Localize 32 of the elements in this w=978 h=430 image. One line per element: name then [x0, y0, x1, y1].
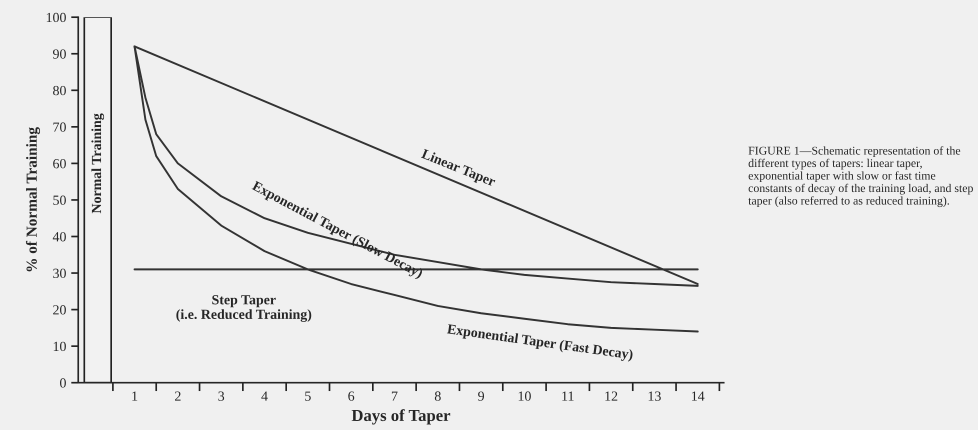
y-tick-label: 0 [60, 378, 66, 388]
y-tick-label: 90 [52, 49, 66, 59]
x-tick-label: 10 [518, 391, 531, 401]
y-tick-label: 10 [54, 342, 66, 352]
y-tick-label: 20 [53, 305, 66, 315]
text: Linear Taper [420, 148, 496, 190]
x-tick-label: 9 [478, 391, 484, 401]
y-tick-label: 30 [53, 268, 66, 278]
text: Exponential Taper (Fast Decay) [446, 324, 634, 362]
x-tick-label: 8 [434, 391, 441, 401]
x-tick-label: 1 [132, 392, 138, 401]
x-tick-label: 13 [648, 391, 661, 401]
y-tick-label: 60 [53, 158, 66, 168]
series-label: Step Taper (i.e. Reduced Training) [176, 295, 312, 322]
x-tick-label: 3 [218, 391, 224, 401]
y-tick-label: 80 [53, 86, 66, 96]
x-tick-label: 7 [392, 392, 398, 401]
x-tick-label: 4 [261, 392, 268, 401]
y-tick-label: 40 [52, 232, 66, 242]
x-tick-label: 11 [562, 392, 574, 401]
x-tick-label: 2 [175, 391, 181, 401]
x-tick-label: 12 [605, 391, 618, 401]
x-tick-label: 6 [348, 391, 354, 401]
x-tick-label: 14 [692, 392, 704, 401]
y-tick-label: 70 [53, 122, 66, 132]
y-axis-title: % of Normal Training [26, 127, 40, 272]
x-axis-title: Days of Taper [352, 409, 450, 425]
y-tick-label: 50 [53, 196, 66, 205]
caption: FIGURE 1—Schematic representation of the different types of tapers: linear taper, exponential taper with slow or fast time constants of decay of the training load, and step taper (also referred to as reduced training). [748, 146, 973, 208]
y-tick-label: 100 [46, 12, 66, 22]
x-tick-label: 5 [305, 392, 311, 401]
legend-label: Normal Training [91, 113, 104, 214]
